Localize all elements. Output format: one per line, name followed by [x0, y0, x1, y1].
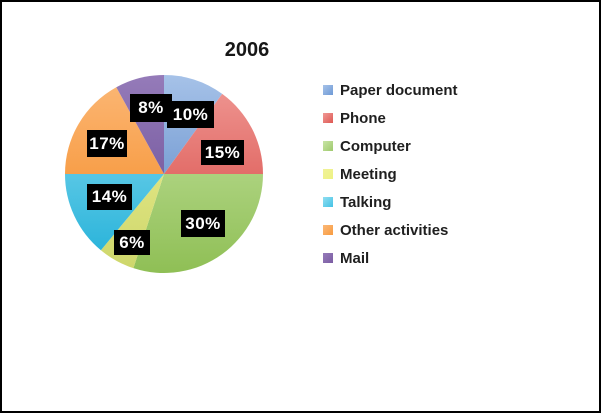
- legend-label: Paper document: [340, 81, 458, 99]
- legend-item-meeting: Meeting: [323, 165, 458, 183]
- legend-label: Phone: [340, 109, 386, 127]
- legend-item-mail: Mail: [323, 249, 458, 267]
- legend-item-talking: Talking: [323, 193, 458, 211]
- legend-label: Other activities: [340, 221, 449, 239]
- legend-swatch-icon: [323, 169, 333, 179]
- legend-swatch-icon: [323, 85, 333, 95]
- legend-label: Mail: [340, 249, 370, 267]
- chart-legend: Paper document Phone Computer Meeting Talkin…: [323, 82, 458, 278]
- legend-label: Talking: [340, 193, 392, 211]
- legend-item-other-activities: Other activities: [323, 221, 458, 239]
- legend-swatch-icon: [323, 141, 333, 151]
- legend-label: Computer: [340, 137, 411, 155]
- chart-title: 2006: [224, 39, 270, 61]
- legend-swatch-icon: [323, 113, 333, 123]
- legend-label: Meeting: [340, 165, 397, 183]
- legend-swatch-icon: [323, 225, 333, 235]
- legend-swatch-icon: [323, 253, 333, 263]
- legend-item-computer: Computer: [323, 137, 458, 155]
- legend-item-paper-document: Paper document: [323, 81, 458, 99]
- legend-item-phone: Phone: [323, 109, 458, 127]
- legend-swatch-icon: [323, 197, 333, 207]
